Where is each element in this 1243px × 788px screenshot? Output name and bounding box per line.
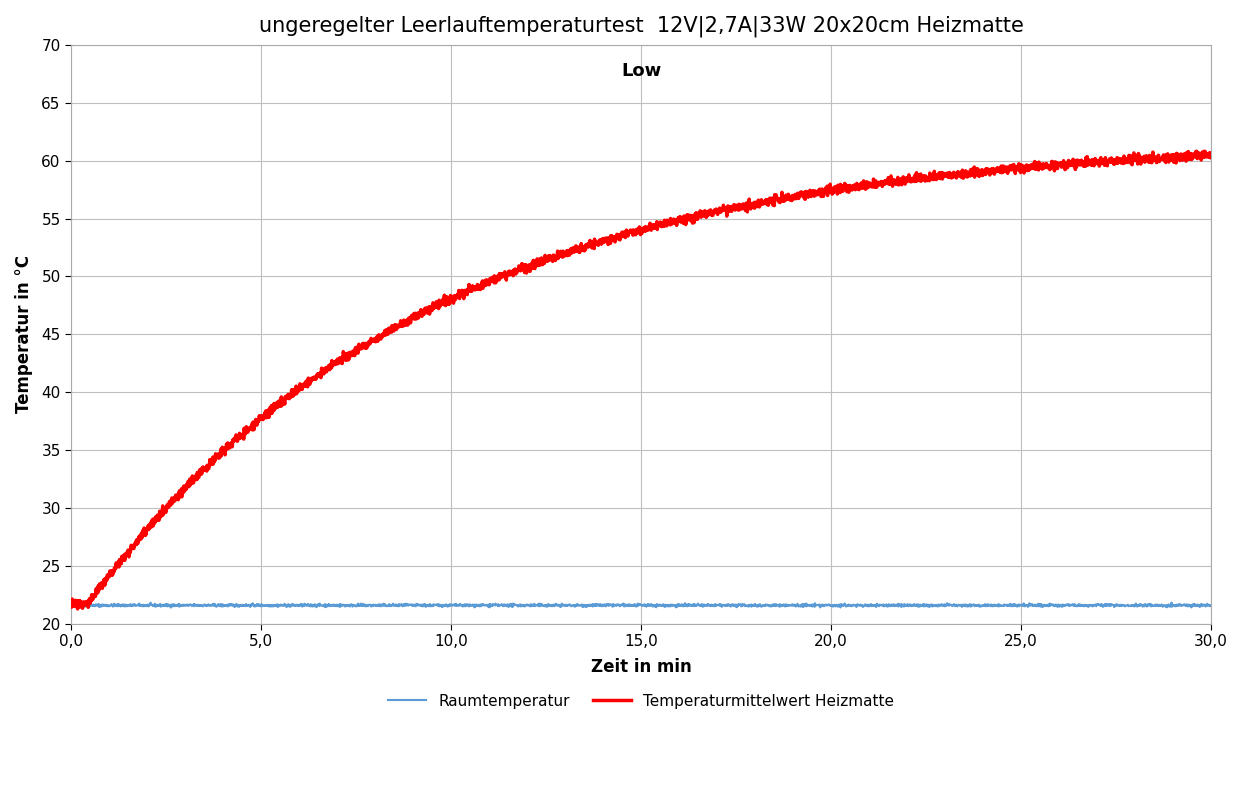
Temperaturmittelwert Heizmatte — [1182, 150, 1197, 159]
Raumtemperatur — [501, 602, 516, 611]
Raumtemperatur — [1165, 598, 1180, 608]
Temperaturmittelwert Heizmatte — [63, 602, 78, 611]
X-axis label: Zeit in min: Zeit in min — [590, 658, 691, 675]
Temperaturmittelwert Heizmatte — [262, 412, 277, 422]
Raumtemperatur — [1182, 600, 1197, 610]
Raumtemperatur — [163, 603, 178, 612]
Temperaturmittelwert Heizmatte — [501, 266, 516, 276]
Raumtemperatur — [262, 600, 277, 610]
Raumtemperatur — [194, 601, 209, 611]
Temperaturmittelwert Heizmatte — [551, 254, 566, 263]
Line: Raumtemperatur: Raumtemperatur — [71, 603, 1211, 608]
Temperaturmittelwert Heizmatte — [1059, 158, 1074, 168]
Raumtemperatur — [1203, 600, 1218, 610]
Temperaturmittelwert Heizmatte — [194, 464, 209, 474]
Legend: Raumtemperatur, Temperaturmittelwert Heizmatte: Raumtemperatur, Temperaturmittelwert Hei… — [382, 688, 900, 715]
Title: ungeregelter Leerlauftemperaturtest  12V|2,7A|33W 20x20cm Heizmatte: ungeregelter Leerlauftemperaturtest 12V|… — [259, 15, 1023, 36]
Raumtemperatur — [1059, 600, 1074, 610]
Temperaturmittelwert Heizmatte — [70, 604, 85, 614]
Temperaturmittelwert Heizmatte — [1197, 147, 1212, 156]
Temperaturmittelwert Heizmatte — [1203, 153, 1218, 162]
Line: Temperaturmittelwert Heizmatte: Temperaturmittelwert Heizmatte — [71, 151, 1211, 609]
Raumtemperatur — [551, 600, 566, 610]
Y-axis label: Temperatur in °C: Temperatur in °C — [15, 255, 34, 414]
Raumtemperatur — [63, 600, 78, 610]
Text: Low: Low — [622, 62, 661, 80]
